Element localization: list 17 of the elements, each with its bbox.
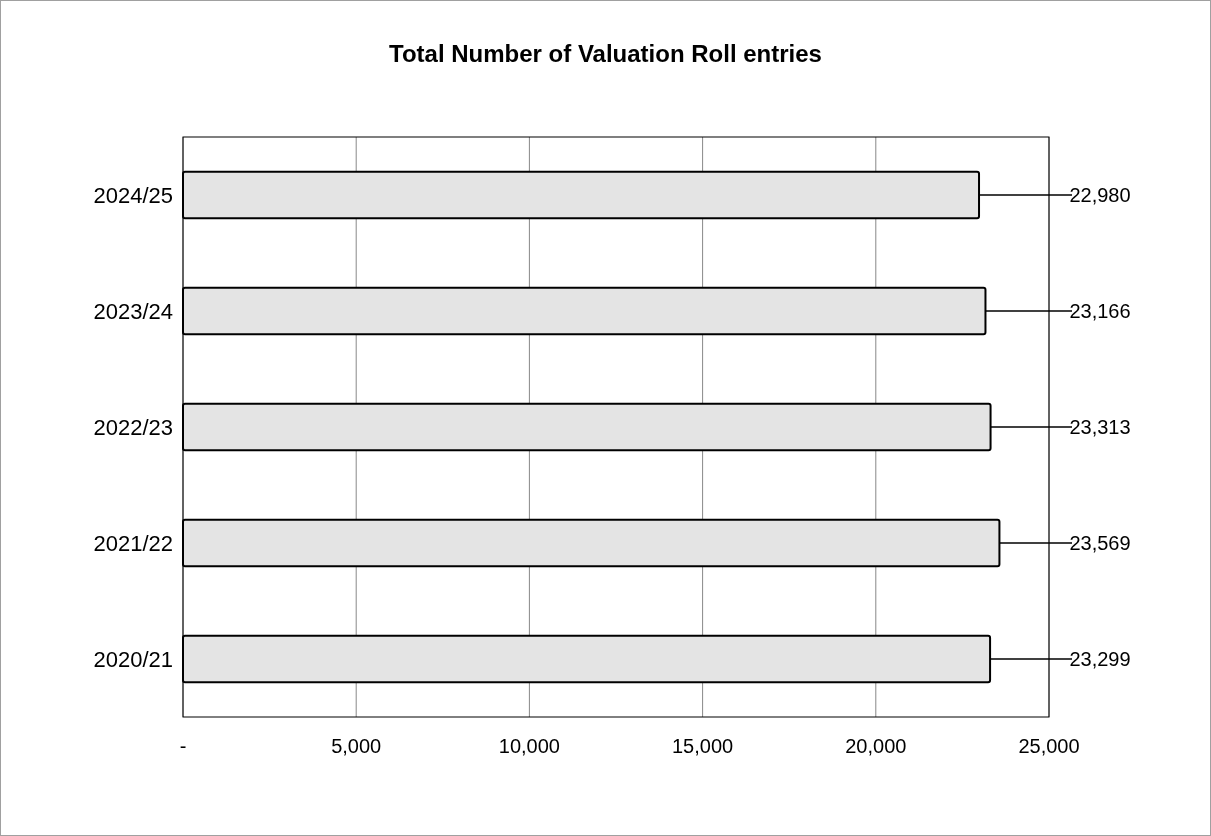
x-tick-label: 10,000 — [498, 735, 560, 757]
data-label: 23,166 — [1069, 300, 1131, 322]
x-tick-label: 5,000 — [331, 735, 382, 757]
data-label: 23,569 — [1069, 532, 1131, 554]
y-tick-label: 2024/25 — [93, 182, 173, 208]
y-tick-label: 2020/21 — [93, 646, 173, 672]
data-label: 22,980 — [1069, 184, 1131, 206]
x-tick-label: - — [179, 735, 187, 757]
x-tick-label: 25,000 — [1018, 735, 1080, 757]
x-tick-label: 15,000 — [672, 735, 734, 757]
y-tick-label: 2021/22 — [93, 530, 173, 556]
chart-title: Total Number of Valuation Roll entries — [389, 40, 822, 67]
data-label: 23,313 — [1069, 416, 1131, 438]
x-tick-label: 20,000 — [845, 735, 907, 757]
y-tick-label: 2023/24 — [93, 298, 173, 324]
y-tick-label: 2022/23 — [93, 414, 173, 440]
data-label: 23,299 — [1069, 648, 1131, 670]
